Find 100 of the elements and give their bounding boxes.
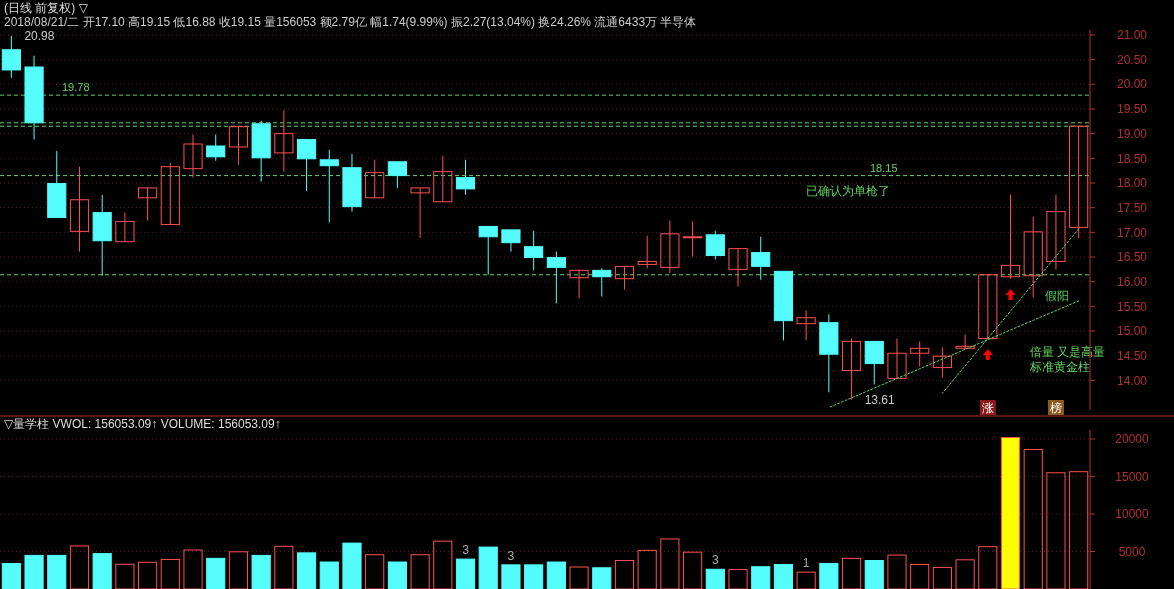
candlestick bbox=[69, 166, 90, 253]
y-tick-label: 15.00 bbox=[1116, 324, 1148, 339]
y-tick-label: 21.00 bbox=[1116, 28, 1148, 43]
bar bbox=[251, 554, 271, 589]
bar bbox=[455, 558, 476, 589]
y-tick-label: 16.50 bbox=[1116, 250, 1148, 265]
chart-subtitle: 2018/08/21/二 开17.10 高19.15 低16.88 收19.15 量156053 额2.79亿 幅1.74(9.99%) 振2.27(13.04%) 换24.26% 流通6433万 半导体 bbox=[4, 15, 697, 29]
candlestick bbox=[1023, 216, 1043, 298]
candlestick bbox=[932, 346, 952, 378]
y-tick-label: 20000 bbox=[1115, 432, 1150, 447]
annotation: 3 bbox=[462, 543, 470, 558]
bar bbox=[387, 561, 407, 589]
candlestick bbox=[296, 139, 317, 192]
bar bbox=[773, 564, 794, 589]
bar bbox=[751, 566, 771, 589]
bar bbox=[1, 563, 21, 589]
candlestick bbox=[501, 229, 521, 253]
candlestick bbox=[978, 274, 998, 339]
bar bbox=[524, 564, 544, 589]
ref-line-label: 19.78 bbox=[62, 81, 90, 94]
bar bbox=[1046, 472, 1066, 589]
candlestick bbox=[274, 109, 294, 173]
bar bbox=[92, 553, 112, 589]
candlestick bbox=[387, 161, 407, 189]
candlestick bbox=[728, 248, 748, 288]
bar bbox=[978, 546, 998, 589]
candlestick bbox=[183, 134, 203, 179]
y-tick-label: 19.50 bbox=[1116, 102, 1148, 117]
candlestick bbox=[592, 267, 612, 297]
y-tick-label: 20.50 bbox=[1116, 52, 1148, 67]
bar bbox=[433, 540, 453, 589]
annotation: 标准黄金柱 bbox=[1029, 360, 1090, 374]
candlestick bbox=[478, 225, 498, 276]
candlestick bbox=[683, 220, 703, 258]
annotation: 20.98 bbox=[24, 29, 55, 44]
candlestick bbox=[524, 230, 544, 271]
candlestick bbox=[206, 134, 226, 162]
bar bbox=[614, 560, 635, 589]
bar bbox=[1069, 471, 1089, 589]
bar bbox=[342, 542, 362, 589]
bar bbox=[910, 564, 930, 589]
candlestick bbox=[546, 251, 566, 304]
bar bbox=[932, 566, 952, 589]
candlestick bbox=[1000, 194, 1021, 280]
y-tick-label: 18.00 bbox=[1116, 176, 1148, 191]
candlestick bbox=[887, 337, 907, 379]
y-tick-label: 19.00 bbox=[1116, 126, 1148, 141]
candlestick bbox=[864, 340, 884, 385]
bar bbox=[1023, 449, 1043, 589]
bar bbox=[592, 567, 612, 589]
bar bbox=[955, 559, 975, 589]
candlestick bbox=[841, 337, 862, 401]
ref-line-label: 18.15 bbox=[870, 161, 898, 174]
candlestick bbox=[1046, 194, 1066, 270]
candlestick bbox=[160, 162, 180, 225]
candlestick bbox=[569, 268, 589, 299]
bar bbox=[206, 557, 226, 589]
candlestick bbox=[1, 35, 21, 79]
candlestick bbox=[796, 309, 816, 341]
bar bbox=[637, 549, 657, 589]
candlestick bbox=[910, 340, 930, 368]
y-tick-label: 16.00 bbox=[1116, 274, 1148, 289]
bar bbox=[47, 554, 67, 589]
bar bbox=[319, 561, 339, 589]
bar bbox=[796, 571, 816, 589]
y-tick-label: 5000 bbox=[1118, 544, 1146, 559]
candlestick bbox=[705, 230, 725, 260]
y-tick-label: 14.00 bbox=[1116, 373, 1148, 388]
candlestick bbox=[319, 149, 339, 223]
annotation: 假阳 bbox=[1045, 289, 1069, 303]
bar bbox=[569, 566, 589, 589]
bar bbox=[183, 549, 203, 589]
candlestick bbox=[955, 333, 975, 349]
candlestick bbox=[138, 187, 158, 221]
y-tick-label: 17.50 bbox=[1116, 200, 1148, 215]
candlestick bbox=[228, 126, 249, 166]
candlestick bbox=[115, 212, 135, 243]
bar bbox=[69, 545, 90, 589]
bar bbox=[1000, 437, 1021, 589]
annotation: 13.61 bbox=[864, 392, 895, 407]
bar bbox=[546, 561, 566, 589]
candlestick bbox=[433, 155, 453, 203]
bar bbox=[274, 545, 294, 589]
bar bbox=[296, 552, 317, 589]
bar bbox=[705, 568, 725, 589]
bar bbox=[841, 557, 862, 589]
annotation: 3 bbox=[711, 553, 719, 568]
bar bbox=[228, 551, 249, 589]
candlestick bbox=[410, 187, 430, 239]
candlestick bbox=[365, 159, 385, 199]
chart-title: (日线 前复权) ▽ bbox=[4, 1, 89, 15]
bar bbox=[887, 554, 907, 589]
y-tick-label: 17.00 bbox=[1116, 225, 1148, 240]
bar bbox=[365, 554, 385, 589]
y-tick-label: 10000 bbox=[1115, 507, 1150, 522]
y-tick-label: 20.00 bbox=[1116, 77, 1148, 92]
candlestick bbox=[455, 159, 476, 196]
bar bbox=[728, 569, 748, 589]
bar bbox=[864, 560, 884, 589]
bar bbox=[478, 546, 498, 589]
